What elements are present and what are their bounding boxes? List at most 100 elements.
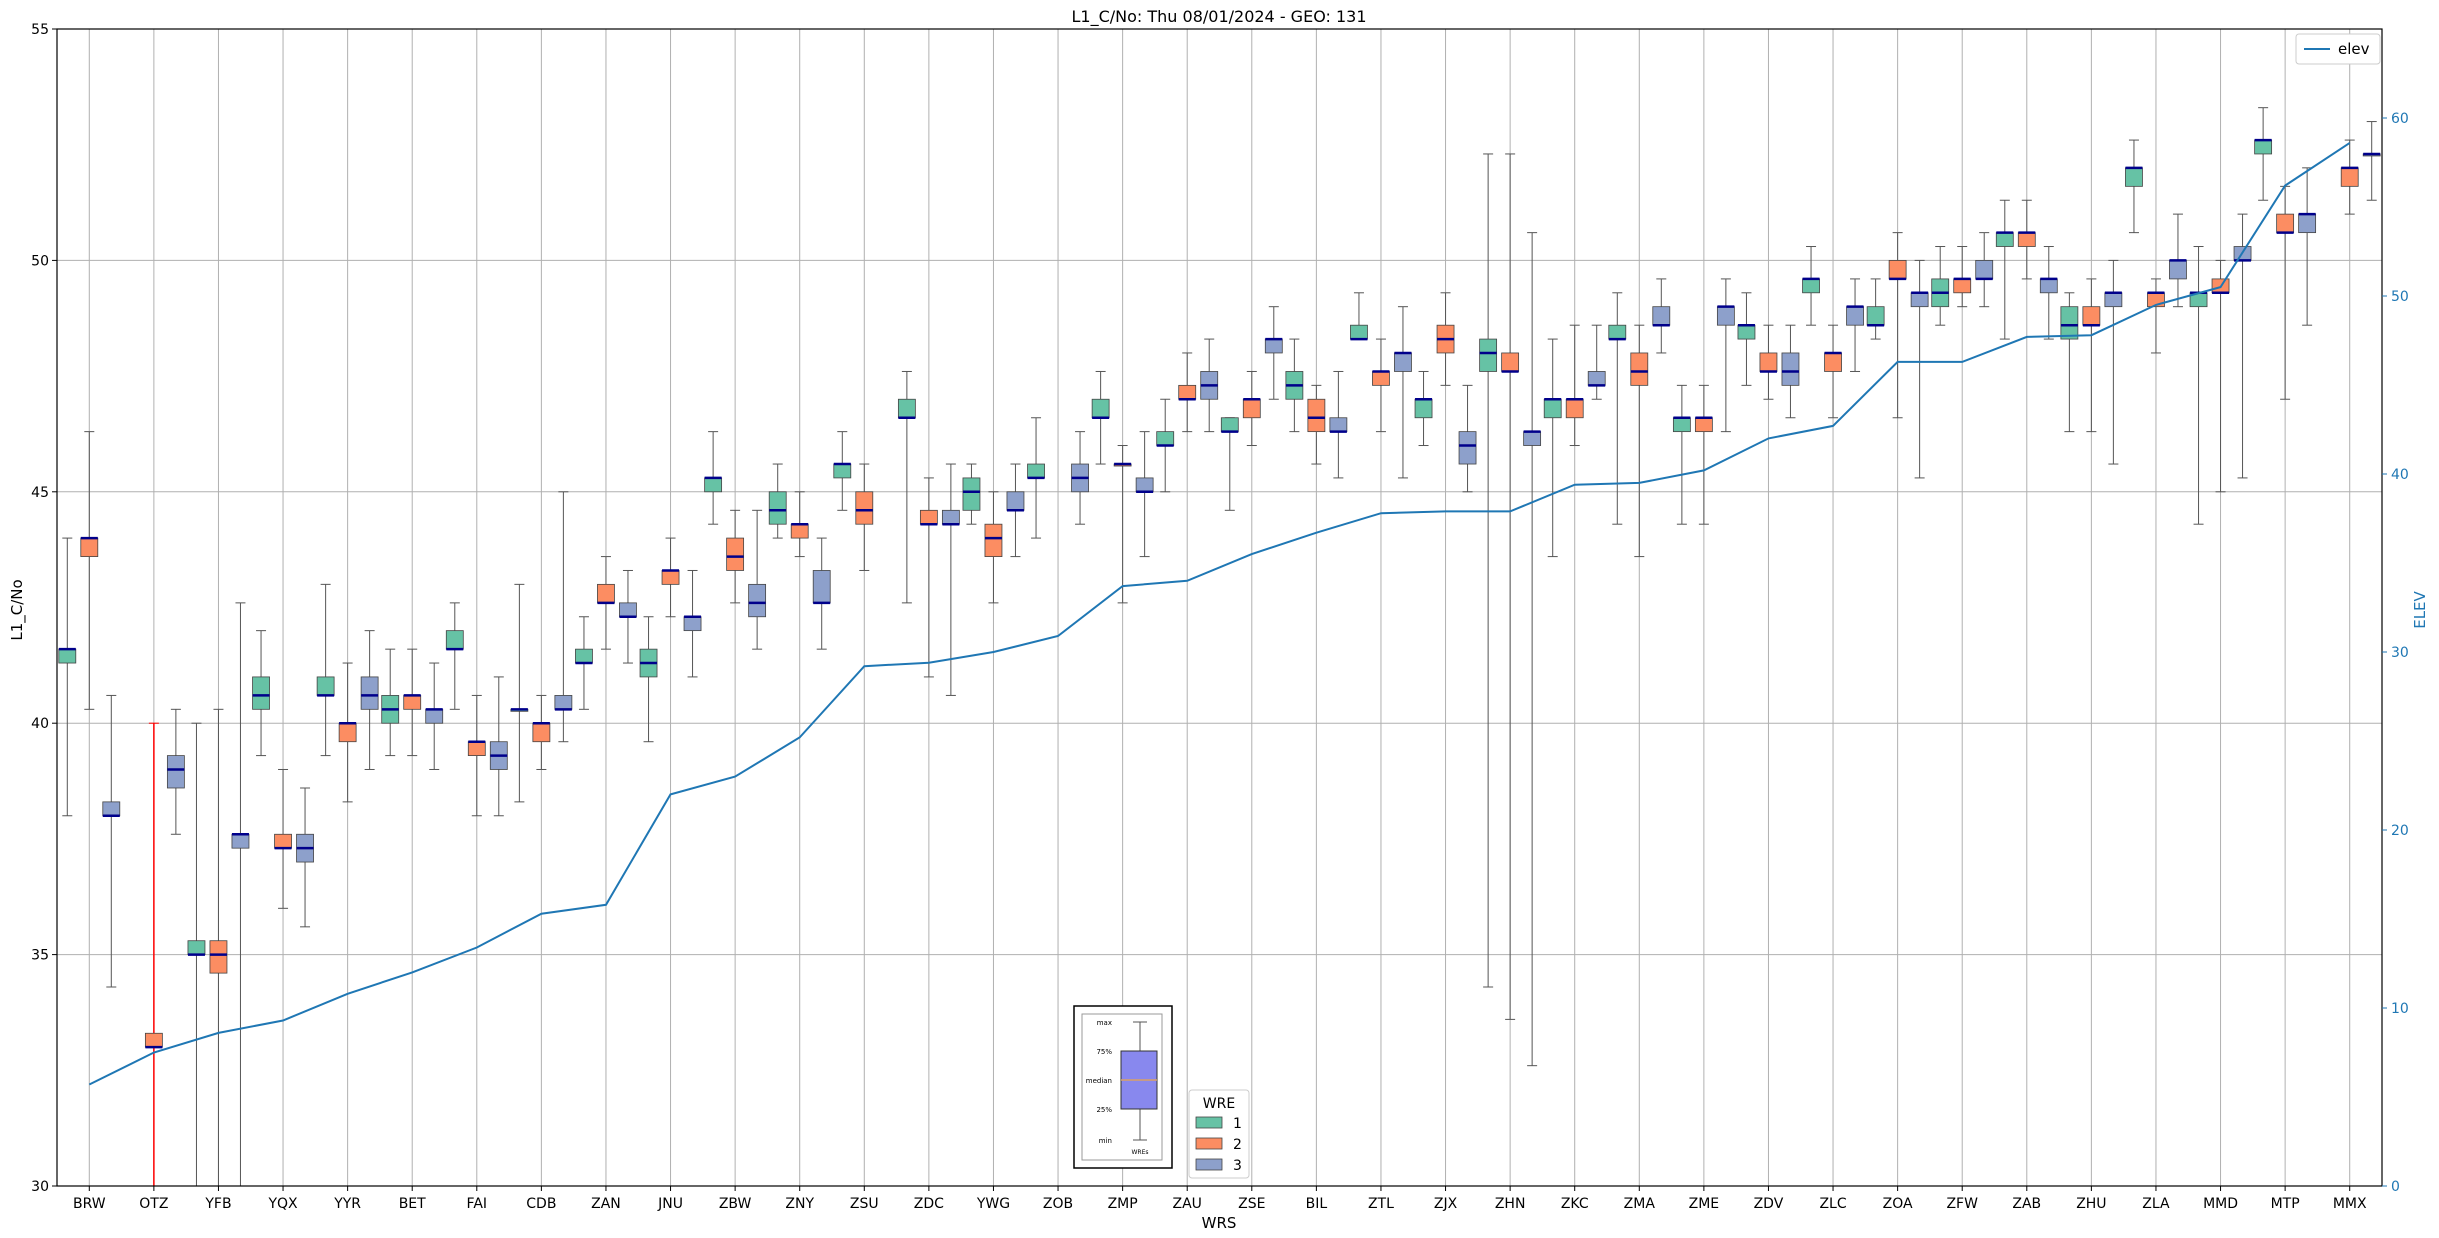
box-wre-2-zdc [919,477,938,678]
inset-label-q3: 75% [1096,1048,1112,1056]
box-wre-1-zjx [1414,370,1433,447]
x-tick-label: ZOA [1883,1196,1913,1212]
box-body [704,477,723,493]
box-body [1716,306,1735,326]
box-body [58,648,77,664]
box-body [683,616,702,632]
box-body [726,537,745,571]
box-wre-3-zny [812,537,831,650]
box-body [1824,352,1842,372]
box-wre-3-fai [489,676,508,817]
box-wre-2-mmd [2211,259,2230,493]
box-wre-3-zlc [1846,278,1864,372]
right-y-tick-label: 0 [2391,1179,2400,1195]
right-y-tick-label: 10 [2391,1001,2409,1017]
box-body [532,722,551,743]
box-wre-2-ztl [1372,338,1390,433]
x-tick-label: BET [399,1196,426,1212]
box-wre-2-zhu [2082,278,2101,433]
box-wre-3-zoa [1910,259,1929,479]
box-body [855,491,874,525]
x-tick-label: ZSU [850,1196,879,1212]
box-wre-1-zbw [704,431,723,525]
box-wre-1-bet [381,648,400,757]
box-wre-3-zse [1264,306,1283,400]
box-wre-3-zob [1071,431,1089,525]
box-body [2276,213,2295,234]
box-wre-3-ztl [1394,306,1412,479]
x-tick-label: ZLC [1819,1196,1846,1212]
box-series [58,107,2381,1186]
box-wre-3-zdv [1781,324,1800,419]
box-wre-1-yfb [187,722,206,1186]
x-tick-label: OTZ [139,1196,168,1212]
box-body [833,463,852,479]
box-body [1781,352,1800,386]
box-body [1866,306,1885,326]
box-body [1975,259,1994,280]
elev-legend-label: elev [2338,40,2370,58]
x-tick-label: ZLA [2142,1196,2170,1212]
box-wre-2-zme [1694,384,1713,525]
box-body [209,940,228,974]
x-axis-label: WRS [1202,1214,1237,1232]
box-wre-2-yyr [338,662,357,803]
box-wre-1-zla [2125,139,2143,234]
box-body [962,477,981,511]
x-tick-label: MMD [2203,1196,2238,1212]
box-wre-3-zau [1200,338,1219,433]
box-body [2169,259,2187,280]
x-tick-label: ZHN [1495,1196,1526,1212]
x-tick-label: YWG [976,1196,1010,1212]
inset-label-median: median [1086,1077,1112,1085]
box-body [1995,232,2014,247]
box-wre-3-zjx [1458,384,1477,493]
box-wre-2-jnu [661,537,680,618]
wre-legend-swatch-2 [1195,1137,1223,1150]
box-wre-1-zdc [897,370,916,604]
box-wre-2-yqx [274,768,292,909]
box-wre-2-zau [1178,352,1197,433]
right-y-tick-label: 40 [2391,467,2409,483]
x-tick-label: BRW [73,1196,106,1212]
box-wre-3-zme [1716,278,1735,433]
right-y-tick-label: 20 [2391,823,2409,839]
inset-label-min: min [1099,1137,1112,1145]
box-wre-2-bet [403,648,422,757]
box-body [144,1032,163,1048]
x-tick-label: ZHU [2076,1196,2106,1212]
box-body [187,940,206,956]
wre-legend: WRE 1 2 3 [1188,1089,1250,1179]
box-body [445,630,464,650]
box-wre-1-zsu [833,431,852,511]
box-body [2104,292,2123,308]
box-wre-3-zdc [941,463,960,696]
box-wre-1-zmp [1091,370,1110,465]
box-body [1458,431,1477,465]
box-wre-1-zma [1608,292,1627,525]
box-wre-3-otz [166,708,185,835]
box-body [1264,338,1283,354]
box-body [2017,232,2036,247]
box-body [1888,259,1907,280]
box-body [1802,278,1820,294]
box-body [1543,398,1562,419]
y-tick-label: 35 [31,948,49,964]
x-tick-label: ZSE [1238,1196,1265,1212]
box-wre-3-zmp [1135,431,1154,558]
x-tick-label: ZME [1689,1196,1720,1212]
elev-legend-frame [2295,33,2381,65]
box-body [316,676,335,696]
box-wre-2-zan [597,556,615,650]
x-tick-label: MTP [2271,1196,2300,1212]
box-body [1156,431,1175,446]
box-body [1737,324,1756,340]
box-body [166,755,185,789]
box-wre-1-zlc [1802,246,1820,326]
box-wre-2-zsu [855,463,874,571]
right-y-tick-label: 60 [2391,111,2409,127]
box-body [231,833,250,849]
wre-legend-label-3: 3 [1233,1158,1242,1174]
box-body [252,676,270,710]
